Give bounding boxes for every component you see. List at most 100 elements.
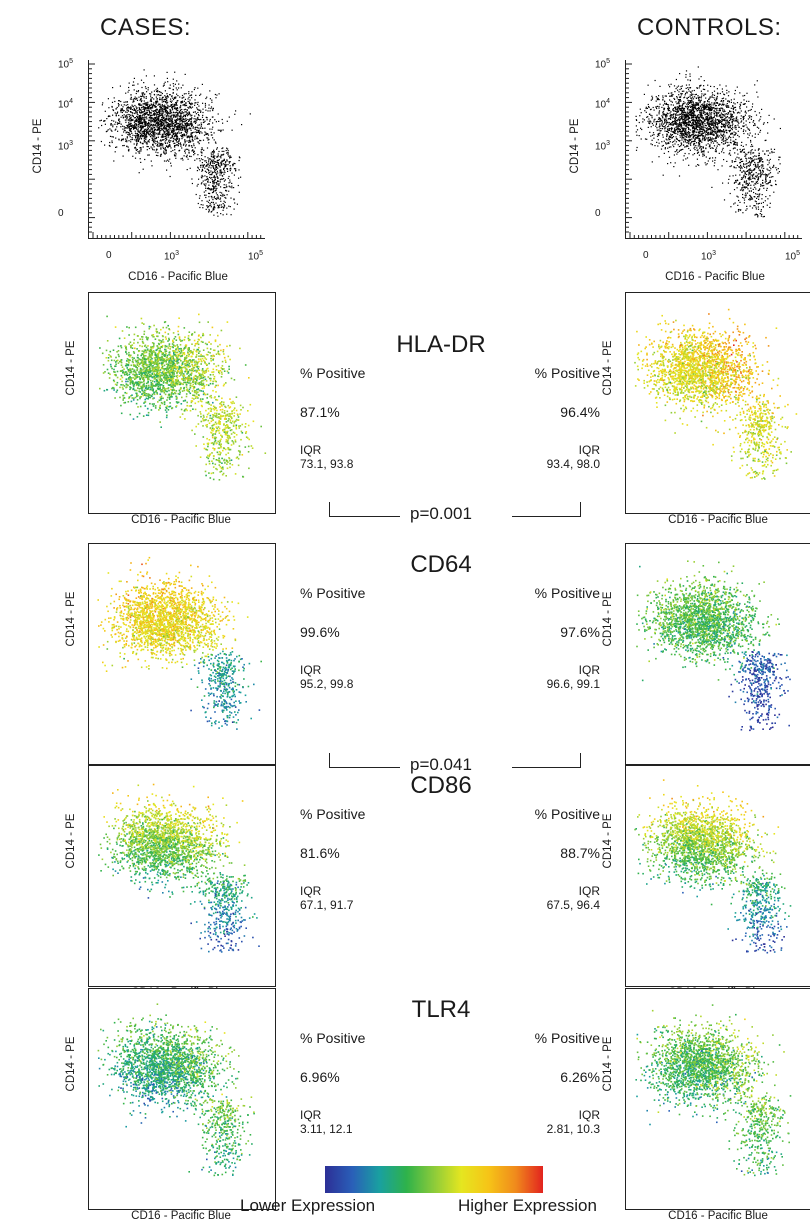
event-dot bbox=[211, 174, 212, 175]
event-dot bbox=[717, 136, 718, 137]
event-dot bbox=[195, 118, 196, 119]
event-dot bbox=[699, 131, 700, 132]
event-dot bbox=[711, 187, 712, 188]
cases-header: CASES: bbox=[100, 14, 191, 42]
controls-density-plot-area bbox=[625, 60, 802, 239]
event-dot bbox=[751, 144, 752, 145]
event-dot bbox=[673, 123, 674, 124]
event-dot bbox=[693, 107, 694, 108]
event-dot bbox=[686, 142, 687, 143]
event-dot bbox=[720, 108, 721, 109]
event-dot bbox=[171, 137, 172, 138]
event-dot bbox=[161, 128, 162, 129]
event-dot bbox=[131, 94, 132, 95]
event-dot bbox=[188, 114, 189, 115]
event-dot bbox=[184, 155, 185, 156]
event-dot bbox=[205, 180, 206, 181]
event-dot bbox=[230, 165, 231, 166]
event-dot bbox=[167, 160, 168, 161]
event-dot bbox=[662, 134, 663, 135]
event-dot bbox=[697, 153, 698, 154]
event-dot bbox=[686, 137, 687, 138]
event-dot bbox=[148, 125, 149, 126]
event-dot bbox=[676, 120, 677, 121]
event-dot bbox=[702, 124, 703, 125]
event-dot bbox=[160, 123, 161, 124]
event-dot bbox=[687, 102, 688, 103]
event-dot bbox=[172, 118, 173, 119]
event-dot bbox=[184, 129, 185, 130]
event-dot bbox=[223, 178, 224, 179]
event-dot bbox=[772, 176, 773, 177]
event-dot bbox=[163, 151, 164, 152]
event-dot bbox=[705, 139, 706, 140]
event-dot bbox=[701, 76, 702, 77]
event-dot bbox=[760, 213, 761, 214]
event-dot bbox=[685, 158, 686, 159]
event-dot bbox=[215, 167, 216, 168]
event-dot bbox=[725, 138, 726, 139]
event-dot bbox=[150, 120, 151, 121]
event-dot bbox=[734, 183, 735, 184]
event-dot bbox=[651, 109, 652, 110]
event-dot bbox=[223, 174, 224, 175]
event-dot bbox=[213, 177, 214, 178]
event-dot bbox=[678, 101, 679, 102]
event-dot bbox=[161, 117, 162, 118]
event-dot bbox=[754, 196, 755, 197]
event-dot bbox=[129, 124, 130, 125]
event-dot bbox=[674, 123, 675, 124]
event-dot bbox=[110, 136, 111, 137]
event-dot bbox=[763, 185, 764, 186]
event-dot bbox=[167, 95, 168, 96]
event-dot bbox=[688, 97, 689, 98]
event-dot bbox=[685, 123, 686, 124]
event-dot bbox=[752, 207, 753, 208]
event-dot bbox=[234, 209, 235, 210]
event-dot bbox=[652, 135, 653, 136]
event-dot bbox=[666, 114, 667, 115]
event-dot bbox=[767, 188, 768, 189]
event-dot bbox=[704, 89, 705, 90]
event-dot bbox=[140, 109, 141, 110]
event-dot bbox=[198, 203, 199, 204]
event-dot bbox=[169, 140, 170, 141]
event-dot bbox=[676, 149, 677, 150]
event-dot bbox=[170, 176, 171, 177]
event-dot bbox=[201, 204, 202, 205]
event-dot bbox=[682, 111, 683, 112]
event-dot bbox=[214, 119, 215, 120]
event-dot bbox=[124, 104, 125, 105]
event-dot bbox=[678, 144, 679, 145]
event-dot bbox=[670, 137, 671, 138]
event-dot bbox=[690, 80, 691, 81]
event-dot bbox=[186, 105, 187, 106]
event-dot bbox=[184, 140, 185, 141]
event-dot bbox=[754, 162, 755, 163]
event-dot bbox=[750, 157, 751, 158]
event-dot bbox=[743, 118, 744, 119]
event-dot bbox=[695, 145, 696, 146]
event-dot bbox=[749, 135, 750, 136]
event-dot bbox=[757, 181, 758, 182]
event-dot bbox=[730, 127, 731, 128]
event-dot bbox=[169, 142, 170, 143]
event-dot bbox=[195, 95, 196, 96]
event-dot bbox=[136, 139, 137, 140]
event-dot bbox=[732, 124, 733, 125]
event-dot bbox=[145, 141, 146, 142]
event-dot bbox=[762, 151, 763, 152]
event-dot bbox=[151, 100, 152, 101]
event-dot bbox=[207, 117, 208, 118]
event-dot bbox=[671, 135, 672, 136]
event-dot bbox=[171, 165, 172, 166]
event-dot bbox=[644, 119, 645, 120]
event-dot bbox=[770, 180, 771, 181]
event-dot bbox=[165, 97, 166, 98]
event-dot bbox=[703, 125, 704, 126]
event-dot bbox=[138, 91, 139, 92]
event-dot bbox=[206, 176, 207, 177]
event-dot bbox=[199, 133, 200, 134]
event-dot bbox=[171, 131, 172, 132]
event-dot bbox=[138, 151, 139, 152]
